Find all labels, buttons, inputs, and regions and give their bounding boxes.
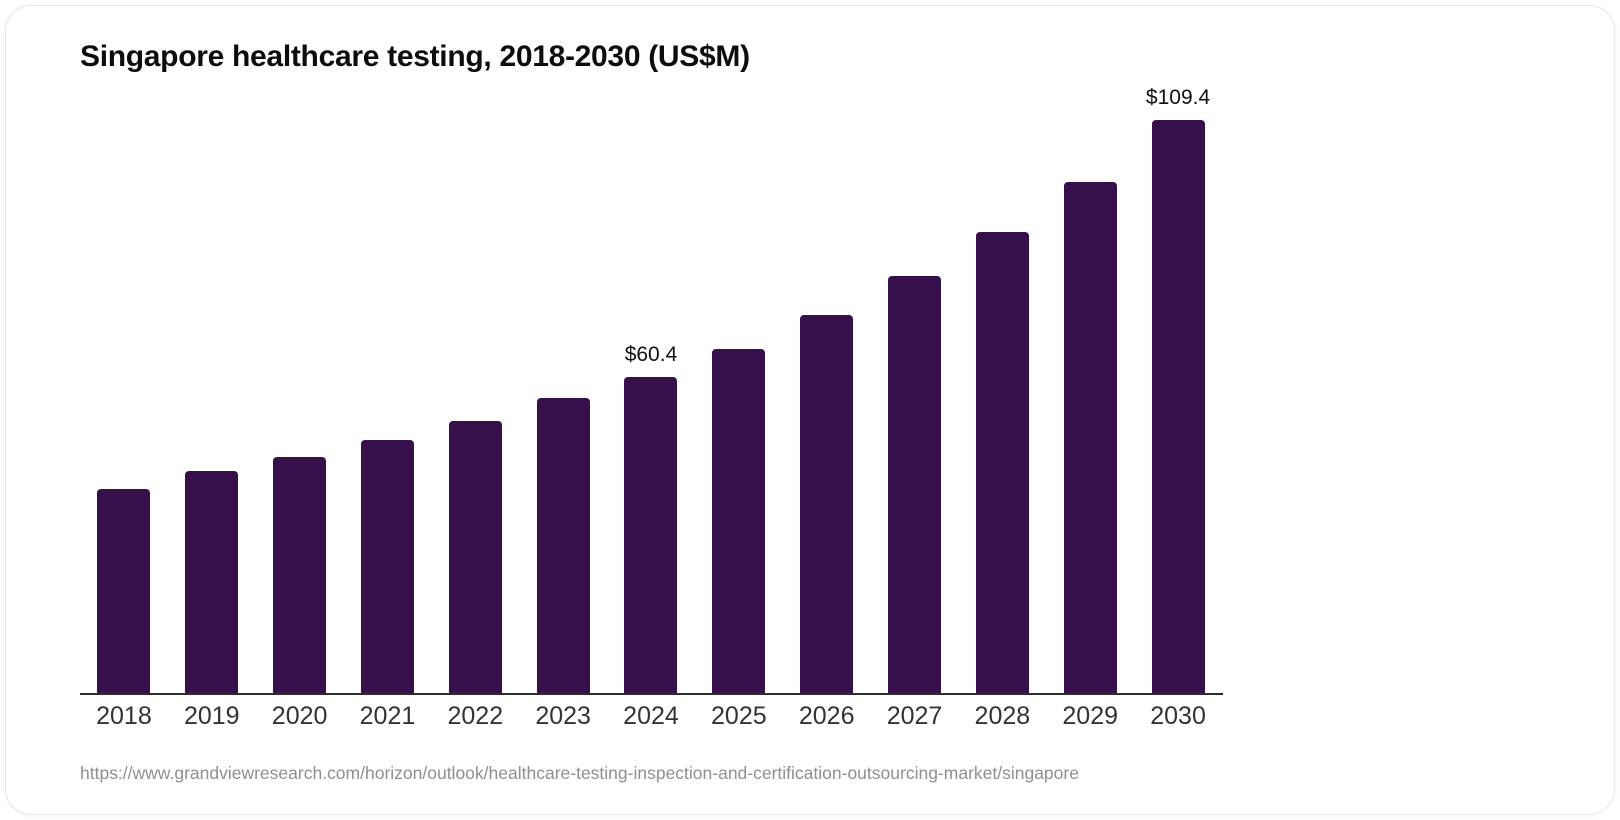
bar-2027 — [888, 276, 942, 693]
bar-2024 — [624, 376, 678, 693]
bar-cell — [168, 120, 256, 693]
x-axis-label: 2019 — [183, 702, 240, 730]
bar-chart: $60.4 $109.4 — [80, 86, 1222, 693]
bar-2020 — [273, 457, 327, 693]
bar-cell — [519, 120, 607, 693]
x-axis-label: 2026 — [798, 702, 855, 730]
x-axis-line — [80, 693, 1223, 695]
bar-2023 — [536, 397, 590, 693]
bar-cell: $109.4 — [1134, 86, 1222, 693]
bar-2025 — [712, 348, 766, 693]
bar-value-label: $60.4 — [624, 342, 678, 366]
bar-2019 — [185, 471, 239, 693]
bar-2028 — [975, 232, 1029, 693]
x-axis-label: 2027 — [886, 702, 943, 730]
bar-cell — [958, 120, 1046, 693]
x-axis-label: 2029 — [1062, 702, 1119, 730]
x-axis-label: 2018 — [96, 702, 152, 730]
x-axis-label: 2024 — [623, 702, 679, 730]
x-axis-label: 2022 — [447, 702, 504, 730]
x-axis-labels: 2018 2019 2020 2021 2022 2023 2024 2025 2026 2027… — [80, 702, 1222, 731]
chart-title: Singapore healthcare testing, 2018-2030 … — [80, 40, 750, 73]
bar-value-label: $109.4 — [1145, 86, 1211, 109]
x-axis-label: 2030 — [1150, 702, 1206, 730]
x-axis-label: 2023 — [535, 702, 591, 730]
x-axis-label: 2025 — [711, 702, 767, 730]
source-url: https://www.grandviewresearch.com/horizo… — [80, 763, 1079, 783]
bar-cell: $60.4 — [607, 120, 695, 693]
bar-cell — [431, 120, 519, 693]
bar-2030 — [1151, 120, 1205, 693]
x-axis-label: 2021 — [359, 702, 416, 730]
x-axis-label: 2028 — [974, 702, 1031, 730]
bar-2018 — [97, 489, 151, 693]
bar-2026 — [800, 314, 854, 693]
bar-2022 — [448, 421, 502, 693]
bar-cell — [871, 120, 959, 693]
bar-cell — [783, 120, 871, 693]
bar-cell — [80, 120, 168, 693]
bar-cell — [256, 120, 344, 693]
bar-cell — [695, 120, 783, 693]
bar-cell — [344, 120, 432, 693]
chart-card: Singapore healthcare testing, 2018-2030 … — [5, 5, 1615, 815]
bar-2029 — [1063, 181, 1117, 693]
bar-cell — [1046, 120, 1134, 693]
x-axis-label: 2020 — [271, 702, 328, 730]
bar-2021 — [360, 439, 414, 693]
